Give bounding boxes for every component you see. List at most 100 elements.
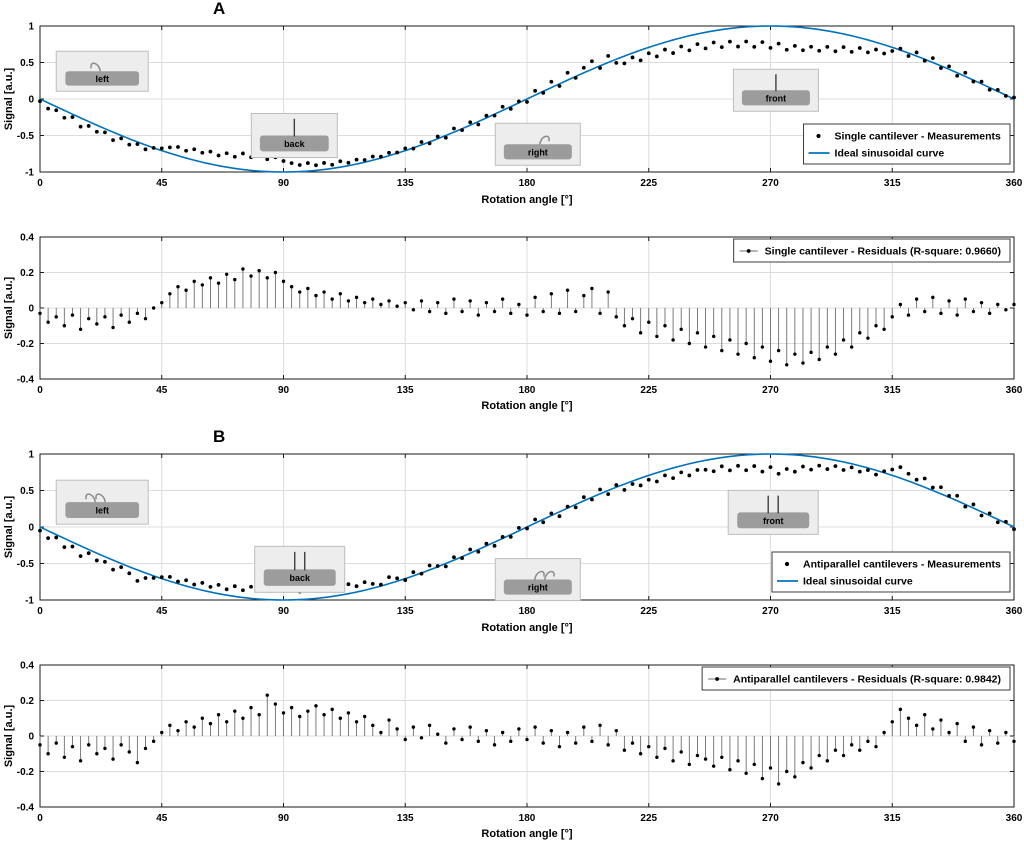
legend-dot-marker	[816, 133, 821, 139]
inset-label: back	[289, 573, 311, 583]
inset-front: front	[732, 68, 819, 112]
svg-text:180: 180	[519, 178, 536, 189]
y-axis-label: Signal [a.u.]	[3, 276, 15, 339]
legend-label: Ideal sinusoidal curve	[803, 576, 913, 588]
svg-text:270: 270	[762, 606, 779, 617]
inset-label: back	[284, 139, 306, 149]
x-axis-label: Rotation angle [°]	[481, 194, 573, 206]
legend-label: Ideal sinusoidal curve	[835, 148, 945, 160]
inset-label: front	[763, 516, 784, 526]
inset-back: back	[254, 545, 346, 593]
y-axis-label: Signal [a.u.]	[3, 704, 15, 767]
y-tick-labels: -1 -0.5 0 0.5 1	[17, 450, 35, 607]
svg-text:180: 180	[519, 813, 536, 824]
measurement-dots	[38, 39, 1016, 168]
chart-b-residuals-svg: Antiparallel cantilevers - Residuals (R-…	[3, 661, 1023, 841]
inset-left: left	[55, 50, 149, 92]
svg-text:315: 315	[884, 813, 901, 824]
legend-stem-dot	[715, 677, 720, 681]
svg-text:45: 45	[156, 813, 168, 824]
x-axis-label: Rotation angle [°]	[481, 828, 573, 840]
svg-text:0: 0	[28, 304, 34, 315]
panel-label-a: A	[213, 0, 226, 18]
svg-text:-1: -1	[25, 596, 34, 607]
cantilever-icon	[544, 570, 555, 580]
legend: Single cantilever - Measurements Ideal si…	[803, 123, 1011, 165]
legend-label: Antiparallel cantilevers - Residuals (R-…	[733, 674, 1001, 686]
svg-text:90: 90	[278, 178, 290, 189]
y-axis-label: Signal [a.u.]	[3, 67, 15, 130]
svg-text:0.5: 0.5	[20, 58, 34, 69]
residual-stems	[38, 267, 1016, 367]
cantilever-icon	[85, 493, 96, 503]
legend: Antiparallel cantilevers - Residuals (R-…	[701, 666, 1011, 691]
x-tick-labels: 0 45 90 135 180 225 270 315 360	[37, 813, 1023, 824]
inset-label: right	[528, 583, 548, 593]
residual-stems	[38, 693, 1016, 786]
inset-front: front	[727, 489, 819, 535]
cantilever-icon	[539, 135, 550, 145]
svg-text:0: 0	[28, 732, 34, 743]
x-tick-labels: 0 45 90 135 180 225 270 315 360	[37, 606, 1023, 617]
x-tick-labels: 0 45 90 135 180 225 270 315 360	[37, 178, 1023, 189]
svg-text:0.4: 0.4	[20, 661, 34, 672]
svg-text:90: 90	[278, 606, 290, 617]
svg-text:45: 45	[156, 178, 168, 189]
cantilever-icon	[95, 493, 106, 503]
legend-label: Single cantilever - Residuals (R-square:…	[765, 246, 1001, 258]
inset-left: left	[55, 479, 149, 525]
svg-text:-0.2: -0.2	[17, 767, 35, 778]
chart-a-residuals: Single cantilever - Residuals (R-square:…	[0, 219, 1024, 424]
chart-a-main: left back right front Single cantilever - Me…	[0, 18, 1024, 219]
y-tick-labels: -0.4 -0.2 0 0.2 0.4	[17, 233, 35, 386]
svg-text:-0.4: -0.4	[17, 803, 35, 814]
svg-text:0: 0	[37, 606, 43, 617]
chart-b-residuals: Antiparallel cantilevers - Residuals (R-…	[0, 647, 1024, 851]
y-tick-labels: -1 -0.5 0 0.5 1	[17, 22, 35, 179]
svg-text:360: 360	[1006, 813, 1023, 824]
svg-text:360: 360	[1006, 178, 1023, 189]
svg-text:135: 135	[397, 813, 414, 824]
legend: Single cantilever - Residuals (R-square:…	[733, 238, 1011, 263]
legend-label: Antiparallel cantilevers - Measurements	[803, 559, 1001, 571]
svg-text:-0.5: -0.5	[17, 131, 35, 142]
ideal-curve	[39, 25, 1015, 173]
svg-text:0.4: 0.4	[20, 233, 34, 244]
inset-right: right	[494, 122, 581, 166]
svg-text:45: 45	[156, 606, 168, 617]
legend-label: Single cantilever - Measurements	[835, 131, 1001, 143]
legend: Antiparallel cantilevers - Measurements I…	[771, 551, 1011, 593]
x-tick-labels: 0 45 90 135 180 225 270 315 360	[37, 385, 1023, 396]
chart-b-main: left back right front Antiparallel cantileve…	[0, 446, 1024, 647]
legend-dot-marker	[784, 561, 790, 567]
svg-text:270: 270	[762, 813, 779, 824]
svg-text:225: 225	[640, 606, 657, 617]
svg-text:225: 225	[640, 385, 657, 396]
cantilever-icon	[90, 62, 101, 72]
svg-text:270: 270	[762, 178, 779, 189]
inset-label: front	[766, 93, 787, 103]
svg-text:360: 360	[1006, 385, 1023, 396]
y-axis-label: Signal [a.u.]	[3, 495, 15, 558]
svg-text:0.5: 0.5	[20, 486, 34, 497]
svg-text:135: 135	[397, 385, 414, 396]
svg-text:-0.5: -0.5	[17, 559, 35, 570]
chart-a-main-svg: left back right front Single cantilever - Me…	[3, 22, 1023, 207]
svg-text:0: 0	[37, 813, 43, 824]
svg-text:360: 360	[1006, 606, 1023, 617]
svg-text:90: 90	[278, 813, 290, 824]
inset-label: left	[95, 74, 109, 84]
svg-text:225: 225	[640, 813, 657, 824]
inset-label: right	[528, 147, 548, 157]
panel-label-b: B	[213, 427, 226, 446]
svg-text:0: 0	[28, 95, 34, 106]
y-tick-labels: -0.4 -0.2 0 0.2 0.4	[17, 661, 35, 814]
svg-text:315: 315	[884, 606, 901, 617]
cantilever-icon	[534, 570, 545, 580]
svg-text:135: 135	[397, 606, 414, 617]
svg-text:-0.2: -0.2	[17, 339, 35, 350]
tick-marks	[39, 25, 1015, 173]
svg-text:315: 315	[884, 385, 901, 396]
svg-text:0: 0	[28, 523, 34, 534]
